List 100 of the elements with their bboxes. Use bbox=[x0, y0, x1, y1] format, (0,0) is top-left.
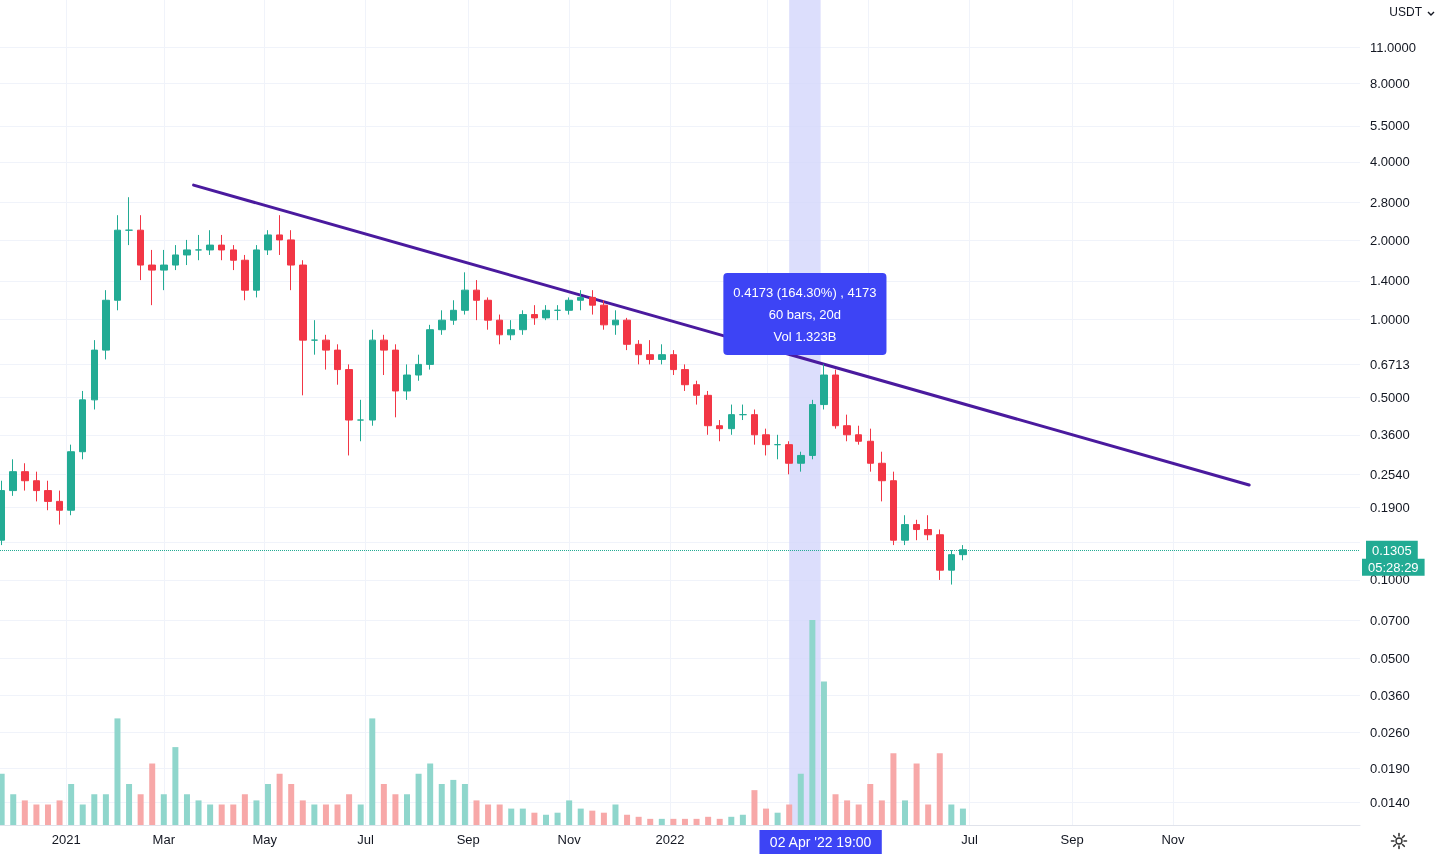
candlestick bbox=[172, 244, 179, 271]
candlestick bbox=[820, 363, 828, 410]
bar bbox=[681, 818, 688, 825]
candlestick bbox=[855, 425, 862, 446]
x-tick-label: Sep bbox=[456, 832, 480, 847]
candlestick bbox=[311, 319, 318, 356]
y-tick-label: 0.0190 bbox=[1370, 760, 1410, 776]
candlestick bbox=[878, 451, 886, 502]
bar bbox=[230, 804, 237, 825]
candlestick bbox=[507, 319, 515, 341]
candlestick bbox=[612, 309, 619, 336]
y-tick-label: 0.0700 bbox=[1370, 612, 1410, 628]
bar bbox=[253, 800, 260, 825]
bar bbox=[195, 800, 202, 825]
y-tick-label: 0.0260 bbox=[1370, 725, 1410, 741]
bar bbox=[415, 773, 422, 825]
candlestick bbox=[901, 514, 909, 546]
text: 05:28:29 bbox=[1368, 559, 1419, 575]
bar bbox=[392, 794, 399, 825]
candlestick bbox=[230, 244, 237, 271]
bar bbox=[299, 800, 306, 825]
bar bbox=[427, 763, 434, 825]
candlestick bbox=[797, 451, 805, 473]
x-tick-label: Jul bbox=[357, 832, 375, 847]
bar bbox=[948, 804, 955, 825]
bar bbox=[693, 818, 700, 825]
candlestick bbox=[218, 234, 225, 261]
bar bbox=[265, 784, 272, 825]
bar bbox=[751, 790, 758, 825]
bar bbox=[241, 794, 248, 825]
bar bbox=[913, 763, 920, 825]
bar bbox=[658, 818, 665, 825]
candlestick bbox=[357, 399, 364, 442]
candlestick bbox=[484, 296, 492, 331]
bar bbox=[878, 800, 885, 825]
y-tick-label: 0.3600 bbox=[1370, 427, 1410, 443]
y-axis-title: USDT bbox=[1389, 5, 1423, 19]
bar bbox=[322, 804, 329, 825]
candlestick bbox=[646, 339, 654, 365]
bar bbox=[902, 800, 909, 825]
bar bbox=[612, 804, 619, 825]
y-tick-label: 0.0140 bbox=[1370, 795, 1410, 811]
candlestick bbox=[565, 296, 573, 316]
y-tick-label: 2.0000 bbox=[1370, 232, 1410, 248]
bar bbox=[10, 794, 17, 825]
candlestick bbox=[843, 414, 851, 442]
x-tick-label: Mar bbox=[152, 832, 176, 847]
candlestick bbox=[936, 529, 944, 581]
bar bbox=[461, 784, 468, 825]
y-tick-label: 5.5000 bbox=[1370, 118, 1410, 134]
candlestick bbox=[461, 271, 469, 316]
bar bbox=[276, 773, 283, 825]
bar bbox=[183, 794, 190, 825]
candlestick bbox=[554, 304, 561, 321]
candlestick bbox=[380, 334, 388, 376]
bar bbox=[577, 808, 584, 825]
bar bbox=[855, 804, 862, 825]
candlestick bbox=[195, 234, 202, 261]
bar bbox=[44, 804, 51, 825]
bar bbox=[485, 804, 492, 825]
candlestick bbox=[148, 249, 156, 306]
candlestick bbox=[728, 404, 735, 436]
candlestick bbox=[415, 354, 422, 382]
candlestick bbox=[21, 462, 29, 492]
bar bbox=[763, 808, 770, 825]
x-tick-label: 2021 bbox=[51, 832, 81, 847]
candlestick bbox=[183, 239, 191, 266]
bar bbox=[404, 794, 411, 825]
bar bbox=[438, 784, 445, 825]
candlestick bbox=[276, 214, 283, 256]
bar bbox=[739, 814, 746, 825]
bar bbox=[786, 804, 793, 825]
candlestick bbox=[9, 458, 17, 497]
candlestick bbox=[832, 369, 839, 430]
bar bbox=[160, 794, 167, 825]
bar bbox=[844, 800, 851, 825]
bar bbox=[809, 620, 816, 825]
candlestick bbox=[635, 339, 642, 365]
y-tick-label: 0.5000 bbox=[1370, 390, 1410, 406]
bar bbox=[519, 808, 526, 825]
candlestick bbox=[241, 254, 249, 301]
y-tick-label: 0.1900 bbox=[1370, 499, 1410, 515]
candlestick bbox=[913, 519, 920, 541]
bar bbox=[728, 816, 735, 825]
bar bbox=[589, 810, 596, 825]
candlestick bbox=[658, 343, 666, 365]
candlestick bbox=[137, 214, 144, 281]
y-tick-label: 1.4000 bbox=[1370, 273, 1410, 289]
bar bbox=[172, 747, 179, 825]
candlestick bbox=[716, 419, 723, 442]
bar bbox=[496, 804, 503, 825]
candlestick bbox=[102, 289, 110, 360]
annotation: 0.4173 (164.30%) , 4173 60 bars, 20d Vol 1.323B bbox=[733, 284, 877, 344]
bar bbox=[635, 816, 642, 825]
candlestick bbox=[704, 390, 712, 436]
candlestick bbox=[114, 214, 121, 311]
candlestick bbox=[44, 480, 52, 511]
y-tick-label: 1.0000 bbox=[1370, 311, 1410, 327]
y-tick-label: 11.0000 bbox=[1370, 39, 1417, 55]
y-tick-label: 0.1000 bbox=[1370, 572, 1410, 588]
